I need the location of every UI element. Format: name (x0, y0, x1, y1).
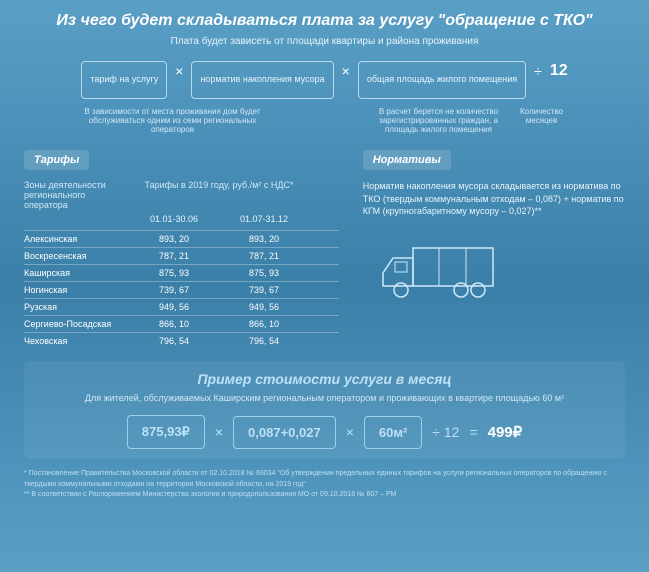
note-tariff: В зависимости от места проживания дом бу… (83, 107, 263, 134)
tariff-v2: 787, 21 (219, 251, 309, 261)
divide-op: ÷ 12 (432, 424, 459, 440)
example-panel: Пример стоимости услуги в месяц Для жите… (24, 361, 625, 459)
equals-op: = (469, 424, 477, 440)
period2: 01.07-31.12 (219, 214, 309, 224)
multiply-op: × (175, 63, 183, 79)
formula-box-area: общая площадь жилого помещения (358, 61, 526, 99)
tariff-v1: 796, 54 (129, 336, 219, 346)
norms-panel: Нормативы Норматив накопления мусора скл… (363, 150, 625, 349)
tariff-v1: 893, 20 (129, 234, 219, 244)
table-row: Сергиево-Посадская866, 10866, 10 (24, 315, 339, 332)
col-zone: Зоны деятельности регионального оператор… (24, 180, 129, 210)
example-subtitle: Для жителей, обслуживаемых Каширским рег… (40, 393, 609, 403)
zone-name: Рузская (24, 302, 129, 312)
tariffs-header: Тарифы (24, 150, 89, 170)
ex-result: 499₽ (488, 423, 523, 441)
formula-divisor: 12 (550, 62, 568, 80)
formula-box-tariff: тариф на услугу (81, 61, 167, 99)
tariffs-table: Зоны деятельности регионального оператор… (24, 180, 339, 349)
tariff-v1: 875, 93 (129, 268, 219, 278)
ex-tariff: 875,93₽ (127, 415, 205, 449)
tariff-v2: 796, 54 (219, 336, 309, 346)
tariff-v1: 739, 67 (129, 285, 219, 295)
zone-name: Алексинская (24, 234, 129, 244)
truck-icon (363, 238, 503, 308)
table-row: Воскресенская787, 21787, 21 (24, 247, 339, 264)
example-title: Пример стоимости услуги в месяц (40, 371, 609, 387)
tariff-v1: 787, 21 (129, 251, 219, 261)
footnote-1: * Постановление Правительства Московской… (24, 469, 625, 490)
page-title: Из чего будет складываться плата за услу… (24, 12, 625, 30)
ex-norm: 0,087+0,027 (233, 416, 336, 449)
norms-text: Норматив накопления мусора складывается … (363, 180, 625, 218)
footnotes: * Постановление Правительства Московской… (24, 469, 625, 501)
tariff-v1: 949, 56 (129, 302, 219, 312)
zone-name: Сергиево-Посадская (24, 319, 129, 329)
tariff-v1: 866, 10 (129, 319, 219, 329)
zone-name: Каширская (24, 268, 129, 278)
tariff-v2: 866, 10 (219, 319, 309, 329)
table-row: Чеховская796, 54796, 54 (24, 332, 339, 349)
table-row: Ногинская739, 67739, 67 (24, 281, 339, 298)
tariff-v2: 739, 67 (219, 285, 309, 295)
tariff-v2: 949, 56 (219, 302, 309, 312)
note-area: В расчет берется не количество зарегистр… (369, 107, 509, 134)
zone-name: Ногинская (24, 285, 129, 295)
tariff-v2: 893, 20 (219, 234, 309, 244)
tariffs-panel: Тарифы Зоны деятельности регионального о… (24, 150, 339, 349)
formula-box-norm: норматив накопления мусора (191, 61, 333, 99)
footnote-2: ** В соответствии с Распоряжением Минист… (24, 490, 625, 501)
norms-header: Нормативы (363, 150, 451, 170)
formula-row: тариф на услугу × норматив накопления му… (24, 61, 625, 99)
multiply-op: × (215, 424, 223, 440)
zone-name: Чеховская (24, 336, 129, 346)
table-row: Алексинская893, 20893, 20 (24, 230, 339, 247)
multiply-op: × (342, 63, 350, 79)
formula-notes: В зависимости от места проживания дом бу… (24, 107, 625, 134)
page-subtitle: Плата будет зависеть от площади квартиры… (24, 36, 625, 47)
col-tariff: Тарифы в 2019 году, руб./м² с НДС* (129, 180, 309, 210)
ex-area: 60м² (364, 416, 422, 449)
zone-name: Воскресенская (24, 251, 129, 261)
example-formula: 875,93₽ × 0,087+0,027 × 60м² ÷ 12 = 499₽ (40, 415, 609, 449)
note-months: Количество месяцев (517, 107, 567, 134)
table-row: Рузская949, 56949, 56 (24, 298, 339, 315)
period1: 01.01-30.06 (129, 214, 219, 224)
table-row: Каширская875, 93875, 93 (24, 264, 339, 281)
tariff-v2: 875, 93 (219, 268, 309, 278)
divide-op: ÷ (534, 63, 542, 79)
multiply-op: × (346, 424, 354, 440)
